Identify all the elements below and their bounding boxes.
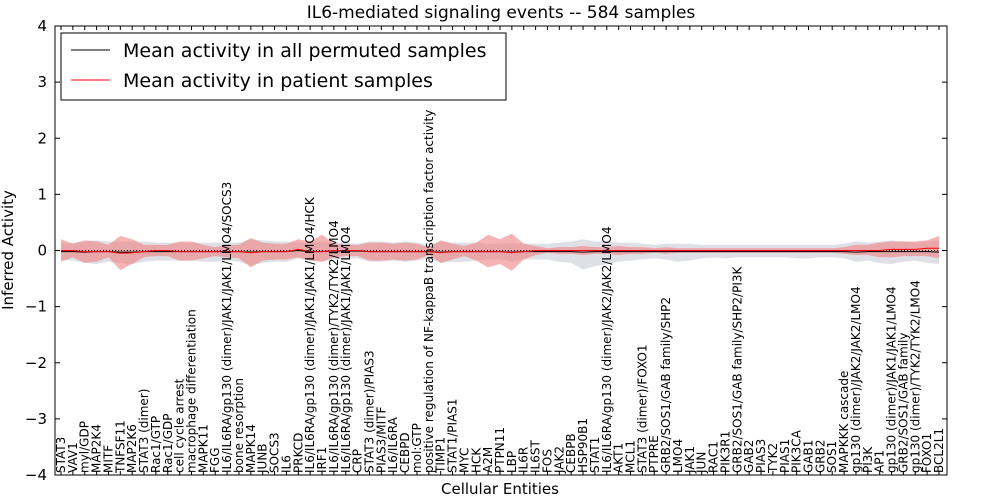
legend: Mean activity in all permuted samples Me…	[60, 32, 507, 101]
category-label: HCK	[469, 447, 483, 473]
y-tick-label: 3	[37, 73, 47, 91]
category-label: positive regulation of NF-kappaB transcr…	[422, 110, 436, 473]
category-label: JUNB	[256, 443, 270, 474]
legend-label-permuted: Mean activity in all permuted samples	[123, 40, 486, 62]
category-label: gp130 (dimer)/JAK1/JAK1/LMO4	[885, 286, 899, 473]
category-label: Rac1/GTP	[149, 416, 163, 473]
category-label: CEBPB	[564, 433, 578, 473]
category-label: SOS1	[825, 441, 839, 473]
patient-mean-line-layer	[61, 247, 939, 254]
category-label: IL6/IL6RA/gp130 (dimer)/JAK1/JAK1/LMO4/S…	[220, 182, 234, 473]
category-label: MAPK14	[244, 424, 258, 473]
category-label: gp130 (dimer)/TYK2/TYK2/LMO4	[908, 280, 922, 473]
category-label: STAT1	[588, 437, 602, 473]
category-label: JAK2	[552, 446, 566, 474]
y-axis: −4 −3 −2 −1 0 1 2 3 4	[25, 17, 947, 484]
category-label: GRB2	[813, 439, 827, 473]
y-tick-label: −1	[25, 298, 47, 316]
category-label: TYK2	[766, 443, 780, 474]
category-label: JAK1	[683, 446, 697, 474]
category-label: Rac1/GDP	[161, 414, 175, 473]
category-label: GAB2	[742, 440, 756, 473]
category-label: gp130 (dimer)/JAK2/JAK2/LMO4	[849, 286, 863, 473]
category-label: MAPK11	[196, 424, 210, 473]
y-tick-label: 4	[37, 17, 47, 35]
category-label: FOXO1	[920, 433, 934, 473]
y-tick-label: 0	[37, 242, 47, 260]
category-label: JUN	[695, 452, 709, 474]
category-label: PIAS1	[778, 439, 792, 473]
category-label: STAT3 (dimer)/FOXO1	[635, 344, 649, 473]
category-label: GAB1	[801, 440, 815, 473]
category-label: PI3K	[861, 446, 875, 473]
x-axis-title: Cellular Entities	[441, 480, 559, 498]
category-label: A2M	[481, 447, 495, 473]
category-label: GRB2/SOS1/GAB family/SHP2/PI3K	[730, 265, 744, 473]
category-label: PIAS3	[754, 439, 768, 473]
category-label: IL6	[279, 455, 293, 473]
y-tick-label: −3	[25, 410, 47, 428]
y-tick-label: 1	[37, 185, 47, 203]
category-label: bone resorption	[232, 378, 246, 473]
y-axis-title: Inferred Activity	[0, 190, 17, 310]
category-label: PIK3CA	[790, 429, 804, 473]
category-label: FGG	[208, 448, 222, 474]
category-label: RAC1	[707, 441, 721, 473]
category-label: PRKCD	[291, 433, 305, 473]
y-tick-label: −4	[25, 466, 47, 484]
category-label: LBP	[505, 451, 519, 473]
category-label: AKT1	[612, 443, 626, 473]
category-label: MCL1	[624, 440, 638, 473]
category-label: STAT3	[54, 437, 68, 473]
patient-band	[61, 233, 939, 271]
patient-mean-line	[61, 247, 939, 254]
category-label: STAT3 (dimer)	[137, 389, 151, 473]
category-label: myl/GDP	[78, 421, 92, 473]
category-label: IL6/IL6RA/gp130 (dimer)/JAK2/JAK2/LMO4	[600, 227, 614, 473]
legend-label-patient: Mean activity in patient samples	[123, 70, 433, 92]
category-label: MITF	[101, 445, 115, 473]
category-label: LMO4	[671, 439, 685, 473]
category-label: PIAS3/MITF	[374, 406, 388, 473]
x-axis: STAT3VAV1myl/GDPMAP2K4MITFTNFSF11MAP2K6S…	[54, 26, 946, 475]
category-label: IL6/IL6RA/gp130 (dimer)/TYK2/TYK2/LMO4	[327, 220, 341, 473]
y-tick-label: 2	[37, 129, 47, 147]
category-label: PIK3R1	[718, 431, 732, 473]
category-label: GRB2/SOS1/GAB family/SHP2	[659, 297, 673, 473]
category-label: MYC	[457, 448, 471, 473]
category-label: cell cycle arrest	[173, 378, 187, 473]
category-label: IRF1	[315, 447, 329, 473]
chart-title: IL6-mediated signaling events -- 584 sam…	[307, 3, 696, 23]
category-label: STAT3 (dimer)/PIAS3	[362, 350, 376, 473]
legend-box	[60, 32, 507, 101]
category-label: VAV1	[66, 442, 80, 473]
category-label: MAP2K4	[90, 424, 104, 473]
y-tick-label: −2	[25, 354, 47, 372]
category-label: TNFSF11	[113, 420, 127, 474]
category-label: CEBPD	[398, 432, 412, 473]
category-label: CRP	[351, 449, 365, 473]
category-label: TIMP1	[434, 437, 448, 474]
category-label: PTPN11	[493, 427, 507, 473]
category-label: mol:GTP	[410, 423, 424, 473]
category-label: PTPRE	[647, 435, 661, 473]
category-label: SOCS3	[268, 432, 282, 473]
category-label: MAPKKK cascade	[837, 371, 851, 473]
category-label: GRB2/SOS1/GAB family	[896, 333, 910, 474]
category-label: IL6/IL6RA/gp130 (dimer)/JAK1/JAK1/LMO4/H…	[303, 196, 317, 473]
category-label: AP1	[873, 450, 887, 473]
patient-band-layer	[61, 233, 939, 271]
category-label: IL6/IL6RA	[386, 416, 400, 473]
category-label: IL6ST	[529, 440, 543, 473]
category-label: BCL2L1	[932, 428, 946, 473]
category-label: macrophage differentiation	[185, 309, 199, 473]
category-label: IL6R	[517, 447, 531, 473]
category-label: HSP90B1	[576, 418, 590, 473]
category-label: STAT1/PIAS1	[446, 398, 460, 473]
category-label: FOS	[540, 449, 554, 473]
category-label: IL6/IL6RA/gp130 (dimer)/JAK1/JAK1/LMO4	[339, 227, 353, 473]
category-label: MAP2K6	[125, 424, 139, 473]
